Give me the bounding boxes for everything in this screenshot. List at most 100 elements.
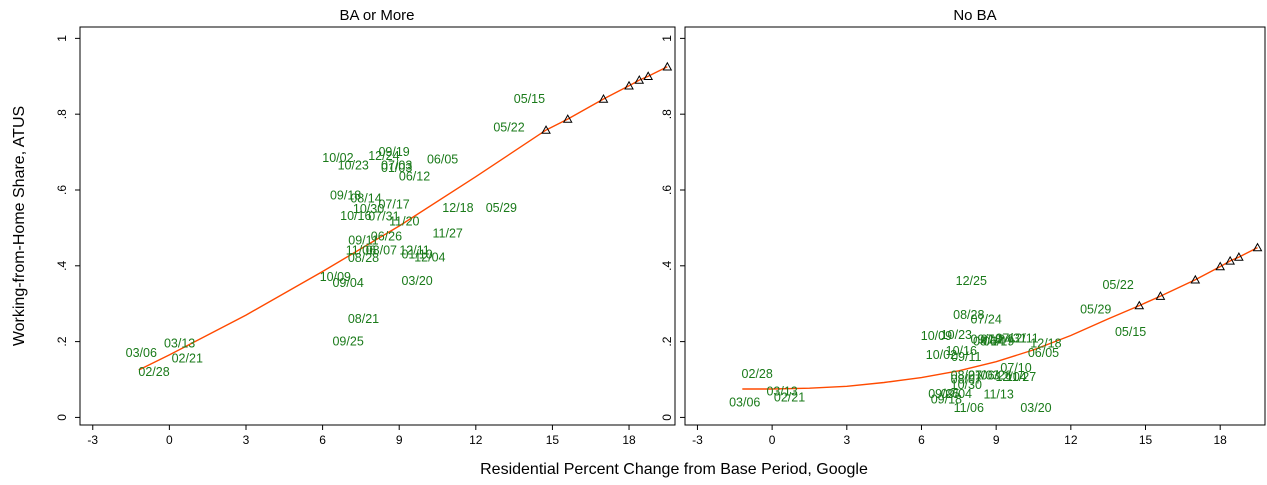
point-label: 08/07 — [366, 244, 397, 258]
point-label: 09/25 — [332, 335, 363, 349]
point-label: 09/18 — [330, 189, 361, 203]
point-label: 10/02 — [926, 348, 957, 362]
y-tick-label: 1 — [660, 35, 674, 42]
point-label: 12/11 — [1008, 332, 1038, 346]
point-label: 11/27 — [433, 227, 463, 241]
triangle-marker — [1252, 242, 1263, 252]
point-label: 08/21 — [951, 369, 982, 383]
point-label: 09/11 — [951, 350, 981, 364]
point-label: 10/16 — [340, 209, 371, 223]
plot-area-frame — [684, 26, 1266, 426]
x-tick-label: 18 — [1214, 433, 1228, 447]
point-label: 08/21 — [348, 312, 379, 326]
axis-ticks: -3 0 3 6 9 12 15 18 0 .2 .4 .6 .8 1 — [55, 35, 636, 447]
point-label: 06/05 — [427, 153, 458, 167]
panel-no-ba: No BA -3 0 3 6 9 12 15 18 0 .2 .4 .6 .8 1 12/25 05/22 0… — [660, 7, 1266, 447]
y-tick-label: 1 — [55, 35, 69, 42]
point-label: 10/23 — [941, 328, 972, 342]
point-label: 08/14 — [973, 335, 1004, 349]
y-tick-label: .4 — [660, 260, 674, 270]
x-tick-label: -3 — [87, 433, 98, 447]
point-label: 11/06 — [346, 244, 376, 258]
point-label: 03/06 — [729, 395, 760, 409]
panel-ba-or-more: BA or More -3 0 3 6 9 12 15 180.2.4.6.81 02/280… — [55, 7, 676, 447]
point-label: 06/26 — [981, 369, 1012, 383]
panel-title: BA or More — [339, 7, 414, 24]
point-label-group: 12/25 05/2205/2908/2807/2405/1510/0910/23… — [729, 274, 1146, 415]
point-label: 05/29 — [1080, 302, 1111, 316]
x-tick-label: 3 — [243, 433, 250, 447]
triangle-marker — [1134, 300, 1145, 310]
triangle-marker — [1215, 261, 1226, 271]
x-tick-label: 6 — [918, 433, 925, 447]
point-label: 09/04 — [941, 387, 972, 401]
x-tick-label: 15 — [546, 433, 560, 447]
point-label: 05/15 — [514, 92, 545, 106]
point-label: 07/24 — [981, 333, 1012, 347]
point-label: 12/18 — [442, 201, 473, 215]
x-tick-label: 6 — [319, 433, 326, 447]
point-label: 03/13 — [766, 385, 797, 399]
point-label: 11/27 — [1006, 370, 1036, 384]
y-tick-label: 0 — [55, 414, 69, 421]
point-label: 10/09 — [921, 329, 952, 343]
point-label: 01/03 — [381, 161, 412, 175]
triangle-marker-group — [541, 61, 673, 134]
point-label: 06/05 — [1028, 346, 1059, 360]
point-label: 12/18 — [1030, 337, 1061, 351]
point-label: 03/13 — [164, 337, 195, 351]
point-label: 06/19 — [983, 335, 1014, 349]
point-label: 09/18 — [931, 393, 962, 407]
point-label: 02/21 — [774, 391, 805, 405]
point-label: 02/21 — [172, 352, 203, 366]
fit-curve — [138, 66, 668, 371]
point-label: 10/30 — [951, 378, 982, 392]
point-label: 06/26 — [371, 230, 402, 244]
triangle-marker — [643, 71, 654, 80]
y-tick-label: .2 — [660, 336, 674, 346]
y-tick-label: .4 — [55, 260, 69, 270]
point-label: 07/10 — [1000, 361, 1031, 375]
point-label: 12/24 — [368, 149, 399, 163]
point-label: 03/06 — [126, 346, 157, 360]
panel-title: No BA — [953, 7, 996, 24]
x-tick-label: 12 — [1064, 433, 1078, 447]
x-tick-label: 15 — [1139, 433, 1153, 447]
triangle-marker — [624, 80, 634, 90]
triangle-marker — [1234, 252, 1244, 261]
point-label: 12/11 — [399, 244, 429, 258]
point-label: 07/24 — [971, 313, 1002, 327]
x-tick-label: 12 — [469, 433, 483, 447]
point-label: 11/20 — [389, 214, 419, 228]
triangle-marker — [598, 93, 609, 103]
point-label: 10/30 — [353, 202, 384, 216]
point-label: 06/12 — [399, 170, 430, 184]
y-tick-label: .6 — [55, 185, 69, 195]
point-label: 08/14 — [350, 191, 381, 205]
y-tick-label: 0 — [660, 414, 674, 421]
triangle-marker — [541, 125, 551, 134]
point-label: 07/03 — [381, 158, 412, 172]
point-label: 07/31 — [368, 210, 399, 224]
point-label: 05/22 — [493, 120, 524, 134]
x-tick-label: 0 — [769, 433, 776, 447]
triangle-marker — [1190, 274, 1201, 284]
y-tick-label: .2 — [55, 336, 69, 346]
point-label: 05/15 — [1115, 325, 1146, 339]
point-label: 09/04 — [332, 276, 363, 290]
y-tick-label: .8 — [55, 109, 69, 119]
x-tick-label: 9 — [993, 433, 1000, 447]
point-label: 10/16 — [946, 344, 977, 358]
triangle-marker-group — [1134, 242, 1263, 310]
y-axis-title: Working-from-Home Share, ATUS — [11, 106, 28, 346]
point-label: 03/20 — [401, 274, 432, 288]
x-tick-label: 0 — [166, 433, 173, 447]
plot-area-frame — [79, 26, 676, 426]
point-label: 11/13 — [983, 388, 1013, 402]
x-axis-title: Residential Percent Change from Base Per… — [480, 461, 868, 478]
point-label: 03/20 — [1020, 401, 1051, 415]
point-label: 12/04 — [995, 370, 1026, 384]
point-label: 02/28 — [742, 367, 773, 381]
triangle-marker — [1225, 255, 1236, 265]
triangle-marker — [1155, 291, 1166, 300]
